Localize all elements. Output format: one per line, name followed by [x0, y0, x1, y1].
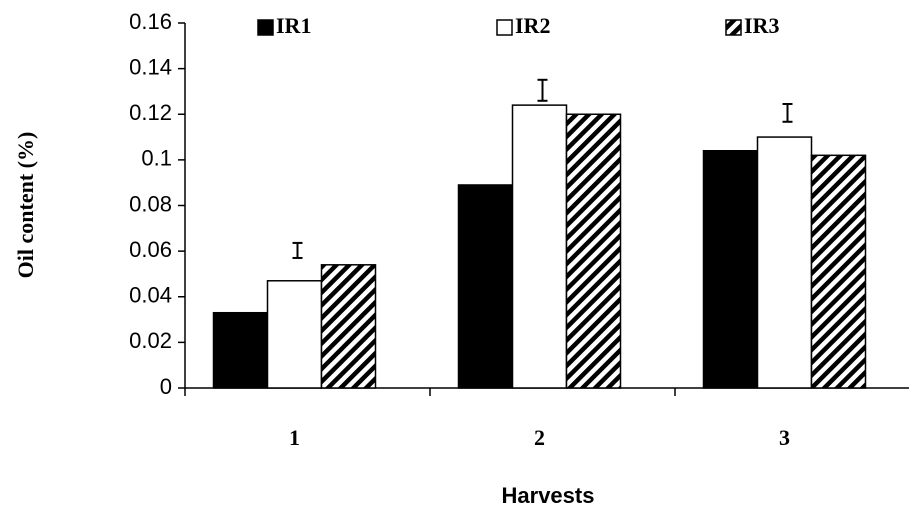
legend-label: IR1 [276, 13, 311, 38]
y-tick-label: 0.02 [129, 328, 172, 353]
x-tick-label: 3 [779, 425, 790, 450]
bar [565, 113, 622, 389]
legend-swatch [725, 19, 742, 36]
bar [320, 264, 377, 389]
y-tick-label: 0.12 [129, 100, 172, 125]
error-bar [537, 78, 548, 102]
y-tick-label: 0.16 [129, 9, 172, 34]
y-tick-label: 0 [160, 374, 172, 399]
bar [457, 184, 514, 389]
y-tick-label: 0.04 [129, 283, 172, 308]
bar [266, 280, 323, 389]
y-axis-label: Oil content (%) [13, 132, 38, 279]
y-tick-label: 0.08 [129, 191, 172, 216]
x-tick-label: 2 [534, 425, 545, 450]
legend-label: IR2 [515, 13, 550, 38]
error-bar [292, 241, 303, 259]
y-tick-label: 0.1 [141, 146, 172, 171]
x-tick-label: 1 [289, 425, 300, 450]
x-axis-label: Harvests [502, 483, 595, 508]
y-tick-label: 0.14 [129, 54, 172, 79]
bar [511, 104, 568, 389]
legend-swatch [496, 19, 513, 36]
legend-label: IR3 [744, 13, 779, 38]
bar [702, 150, 759, 389]
bar [212, 311, 269, 389]
bar [810, 154, 867, 389]
legend-swatch [257, 19, 274, 36]
bar [756, 136, 813, 389]
y-tick-label: 0.06 [129, 237, 172, 262]
error-bar [782, 102, 793, 123]
